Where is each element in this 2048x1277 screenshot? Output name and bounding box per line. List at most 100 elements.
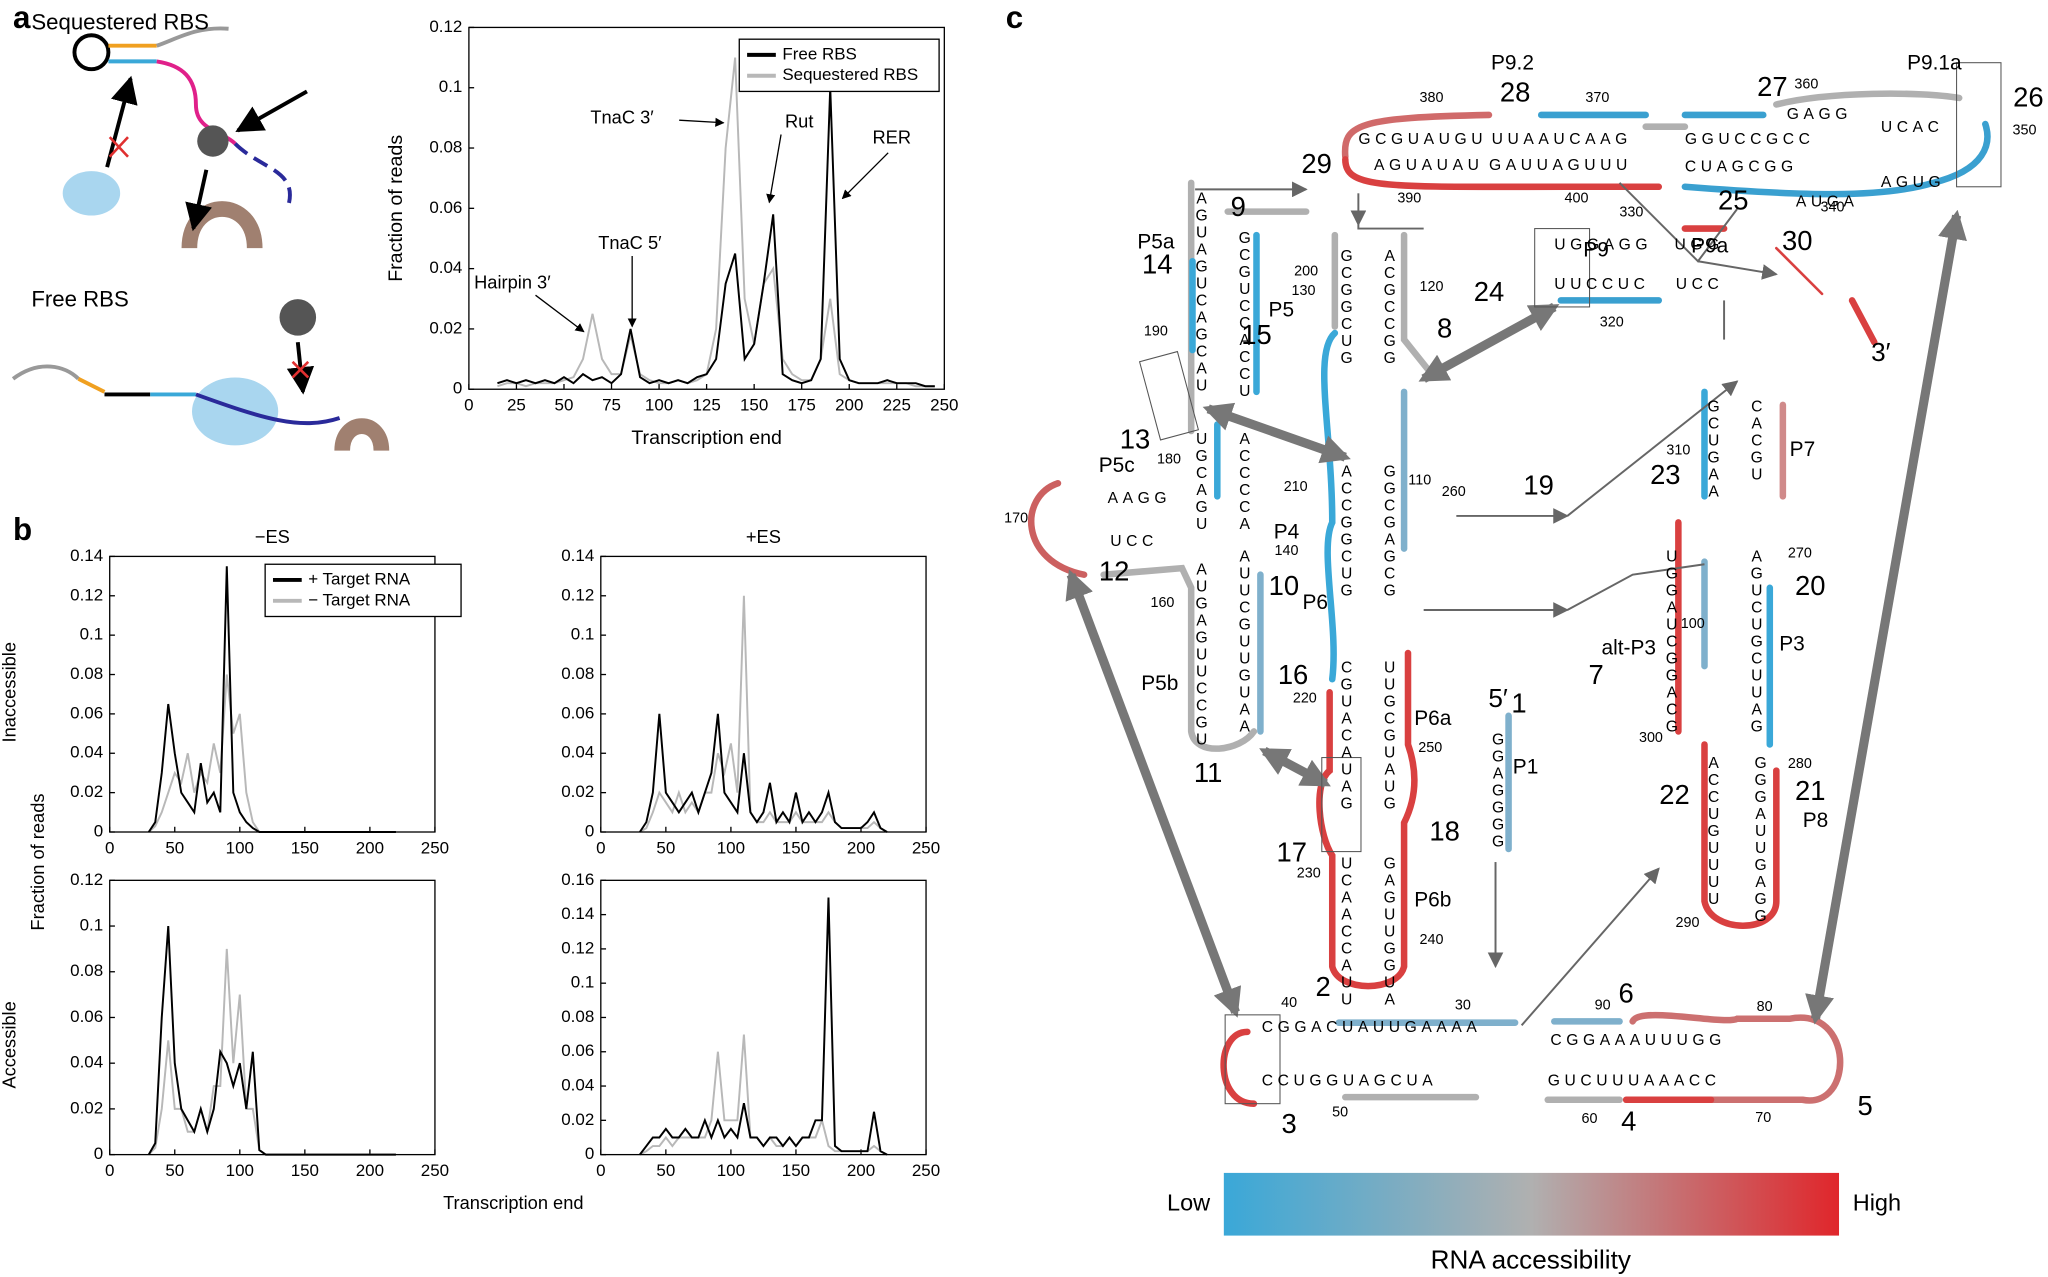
nucleotide-strand: UCC — [1676, 276, 1724, 293]
x-tick-label: 200 — [356, 838, 384, 857]
nucleotide-strand: GGGAUUGAGG — [1752, 755, 1769, 925]
y-tick-label: 0.12 — [429, 17, 462, 36]
position-number: 350 — [2013, 122, 2037, 138]
annotation-arrow — [679, 117, 725, 127]
helix-label: P1 — [1513, 756, 1539, 779]
nucleotide-strand: ACGCCGG — [1381, 248, 1398, 367]
x-axis-label: Transcription end — [443, 1192, 583, 1213]
nucleotide-strand: CUAGCGG — [1685, 158, 1798, 175]
nucleotide-strand: CGUACAUAG — [1338, 660, 1355, 813]
nucleotide-strand: AGUAGUCAGCAU — [1193, 191, 1210, 395]
legend — [264, 563, 462, 618]
nucleotide-strand: UGCAGU — [1193, 431, 1210, 533]
x-tick-label: 150 — [291, 1161, 319, 1180]
y-tick-label: 0.14 — [70, 546, 103, 565]
panel-label: b — [13, 512, 32, 547]
region-number: 10 — [1269, 570, 1299, 601]
position-number: 30 — [1455, 998, 1471, 1014]
x-tick-label: 150 — [782, 1161, 810, 1180]
y-tick-label: 0.12 — [561, 938, 594, 957]
y-tick-label: 0.04 — [429, 258, 462, 277]
y-tick-label: 0 — [453, 379, 462, 398]
region-number: 13 — [1120, 424, 1150, 455]
interactions — [1065, 209, 1967, 1025]
annotation: TnaC 5′ — [598, 232, 662, 253]
y-tick-label: 0.02 — [429, 318, 462, 337]
position-number: 250 — [1418, 740, 1442, 756]
y-tick-label: 0.02 — [70, 782, 103, 801]
plot-frame — [109, 879, 436, 1156]
helix-label: P9 — [1583, 238, 1609, 261]
region-number: 8 — [1437, 313, 1452, 344]
x-tick-label: 125 — [692, 396, 720, 415]
position-number: 360 — [1794, 77, 1818, 93]
panel-label: a — [13, 0, 31, 35]
nucleotide-strand: UCC — [1110, 533, 1158, 550]
x-tick-label: 0 — [464, 396, 473, 415]
region-number: 16 — [1278, 659, 1308, 690]
nucleotide-strand: UUAAUCAAG — [1492, 131, 1632, 148]
x-tick-label: 0 — [105, 838, 114, 857]
position-number: 370 — [1585, 90, 1609, 106]
y-tick-label: 0.14 — [561, 546, 594, 565]
region-number: 9 — [1231, 191, 1246, 222]
annotation: TnaC 3′ — [590, 107, 654, 128]
helix-label: P9.1a — [1907, 52, 1962, 75]
x-tick-label: 250 — [912, 838, 940, 857]
nucleotide-strand: GUCUUUAAACC — [1548, 1073, 1721, 1090]
x-tick-label: 250 — [912, 1161, 940, 1180]
region-number: 15 — [1241, 319, 1271, 350]
helix-label: alt-P3 — [1601, 637, 1656, 660]
x-tick-label: 200 — [835, 396, 863, 415]
position-number: 170 — [1004, 510, 1028, 526]
helix-label: P5c — [1099, 454, 1135, 477]
x-tick-label: 100 — [226, 1161, 254, 1180]
x-tick-label: 200 — [847, 838, 875, 857]
cartoon-label: Sequestered RBS — [31, 9, 209, 34]
nucleotide-strand: GGUCCGCC — [1685, 131, 1815, 148]
region-number: 5 — [1858, 1090, 1873, 1121]
region-number: 25 — [1718, 185, 1748, 216]
region-number: 14 — [1142, 249, 1172, 280]
nucleotide-strand: UCAC — [1881, 119, 1944, 136]
nucleotide-strand: UUCCUC — [1554, 276, 1649, 293]
y-tick-label: 0.02 — [561, 1110, 594, 1129]
region-number: 20 — [1795, 570, 1825, 601]
backbone — [1027, 90, 1991, 1107]
helix-label: P6b — [1414, 889, 1451, 912]
region-number: 1 — [1511, 688, 1526, 719]
plot-frame — [600, 879, 927, 1156]
nucleotide-strand: GGAGGGG — [1490, 731, 1507, 850]
nucleotide-strand: AUUCGUUGUAA — [1236, 549, 1253, 736]
series-line — [639, 595, 888, 833]
y-tick-label: 0.04 — [561, 743, 594, 762]
plot-frame — [468, 26, 945, 390]
nucleotide-strand: AGUAUAU — [1374, 157, 1483, 174]
series-line — [147, 925, 396, 1156]
nucleotide-strand: CGGACUAUUGAAAA — [1262, 1019, 1482, 1036]
nucleotide-strand: GCGUAUGU — [1358, 131, 1487, 148]
cartoon-label: Free RBS — [31, 286, 128, 311]
y-tick-label: 0.1 — [571, 625, 595, 644]
position-number: 180 — [1157, 452, 1181, 468]
x-tick-label: 200 — [847, 1161, 875, 1180]
position-number: 120 — [1420, 279, 1444, 295]
nucleotide-strand: ACCGGCUG — [1338, 464, 1355, 600]
series-line — [497, 57, 935, 388]
y-tick-label: 0.04 — [70, 743, 103, 762]
y-tick-label: 0.12 — [561, 585, 594, 604]
legend-label: + Target RNA — [308, 569, 411, 588]
colorbar — [1223, 1172, 1840, 1236]
nucleotide-strand: ACCCCA — [1236, 431, 1253, 533]
y-tick-label: 0.08 — [70, 664, 103, 683]
annotation: RER — [872, 126, 911, 147]
y-tick-label: 0.06 — [561, 703, 594, 722]
y-tick-label: 0.12 — [70, 870, 103, 889]
x-tick-label: 0 — [596, 838, 605, 857]
annotation-arrow — [535, 294, 585, 333]
nucleotide-strand: AUGA — [1796, 194, 1859, 211]
y-tick-label: 0 — [585, 1144, 594, 1163]
chart-title: +ES — [746, 526, 781, 547]
position-number: 130 — [1292, 283, 1316, 299]
x-tick-label: 100 — [717, 838, 745, 857]
